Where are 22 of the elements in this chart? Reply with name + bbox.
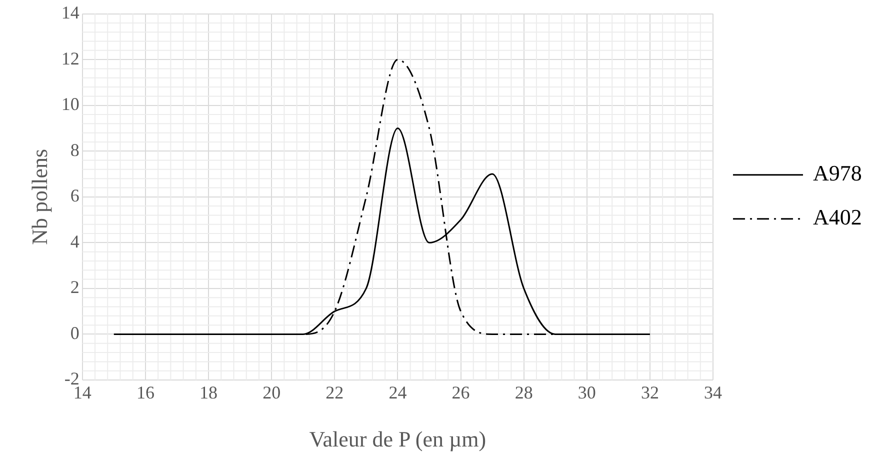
- y-tick-label: 6: [70, 186, 80, 206]
- x-axis-title: Valeur de P (en µm): [309, 426, 486, 452]
- x-tick-label: 28: [514, 382, 533, 403]
- y-tick-label: 0: [70, 322, 80, 343]
- x-tick-label: 16: [136, 382, 154, 403]
- y-tick-label: 14: [61, 2, 80, 23]
- y-tick-label: 10: [61, 94, 80, 114]
- x-tick-label: 24: [388, 382, 407, 403]
- y-tick-label: 8: [70, 140, 80, 160]
- y-axis-title: Nb pollens: [26, 148, 52, 245]
- x-tick-label: 20: [262, 382, 281, 403]
- x-tick-label: 34: [704, 382, 722, 403]
- x-tick-label: 26: [452, 382, 470, 403]
- legend-label: A978: [813, 160, 862, 186]
- legend-label: A402: [813, 204, 862, 230]
- x-tick-label: 22: [326, 382, 344, 403]
- y-tick-label: 12: [61, 48, 80, 68]
- x-tick-label: 32: [640, 382, 659, 403]
- y-tick-label: 2: [70, 277, 80, 298]
- y-tick-label: 4: [70, 231, 80, 252]
- x-tick-label: 18: [200, 382, 218, 403]
- x-tick-label: 30: [578, 382, 596, 403]
